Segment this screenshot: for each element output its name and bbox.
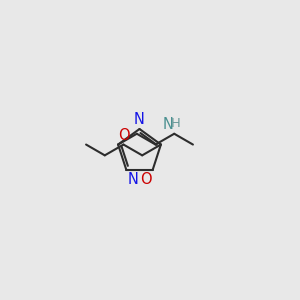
Text: O: O	[140, 172, 152, 187]
Text: N: N	[127, 172, 138, 187]
Text: H: H	[171, 117, 181, 130]
Text: N: N	[134, 112, 145, 127]
Text: N: N	[163, 117, 174, 132]
Text: O: O	[118, 128, 129, 143]
